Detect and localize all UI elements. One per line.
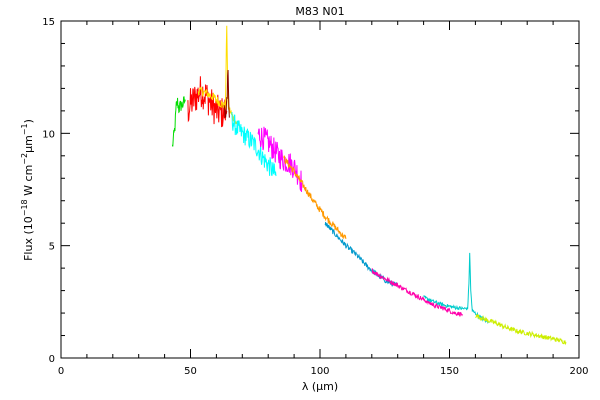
x-tick-label: 0: [58, 366, 64, 377]
y-axis-label-prefix: Flux (10: [22, 216, 35, 261]
x-tick-label: 200: [569, 366, 588, 377]
y-axis-label-exp1: −18: [20, 199, 29, 216]
y-axis-label-mid: W cm: [22, 165, 35, 200]
chart-title: M83 N01: [295, 5, 344, 18]
y-axis-label: Flux (10−18 W cm−2μm−1): [20, 119, 35, 261]
series-line-10: [475, 314, 567, 346]
series-layer: [171, 25, 567, 346]
series-line-5: [257, 126, 303, 192]
y-axis-label-suffix: ): [22, 119, 35, 123]
axis-ticks: 0 50 100 150 200 0 5 10 15: [42, 17, 588, 377]
series-line-4: [231, 112, 277, 177]
y-axis-label-unit: μm: [22, 135, 35, 153]
series-line-0: [171, 96, 186, 147]
series-line-7: [324, 221, 399, 288]
series-line-1: [187, 76, 228, 128]
y-tick-label: 5: [49, 242, 55, 253]
y-tick-label: 0: [49, 354, 55, 365]
y-tick-label: 10: [42, 129, 55, 140]
x-axis-label: λ (μm): [302, 380, 338, 393]
y-axis-label-exp2: −2: [20, 153, 29, 165]
x-tick-label: 150: [440, 366, 459, 377]
x-tick-label: 100: [310, 366, 329, 377]
y-tick-label: 15: [42, 17, 55, 28]
y-axis-label-exp3: −1: [20, 123, 29, 135]
x-tick-label: 50: [184, 366, 197, 377]
series-line-2: [197, 25, 238, 125]
series-line-6: [283, 155, 347, 240]
series-line-8: [371, 268, 463, 317]
series-line-3: [223, 70, 230, 118]
series-line-9: [423, 252, 489, 324]
